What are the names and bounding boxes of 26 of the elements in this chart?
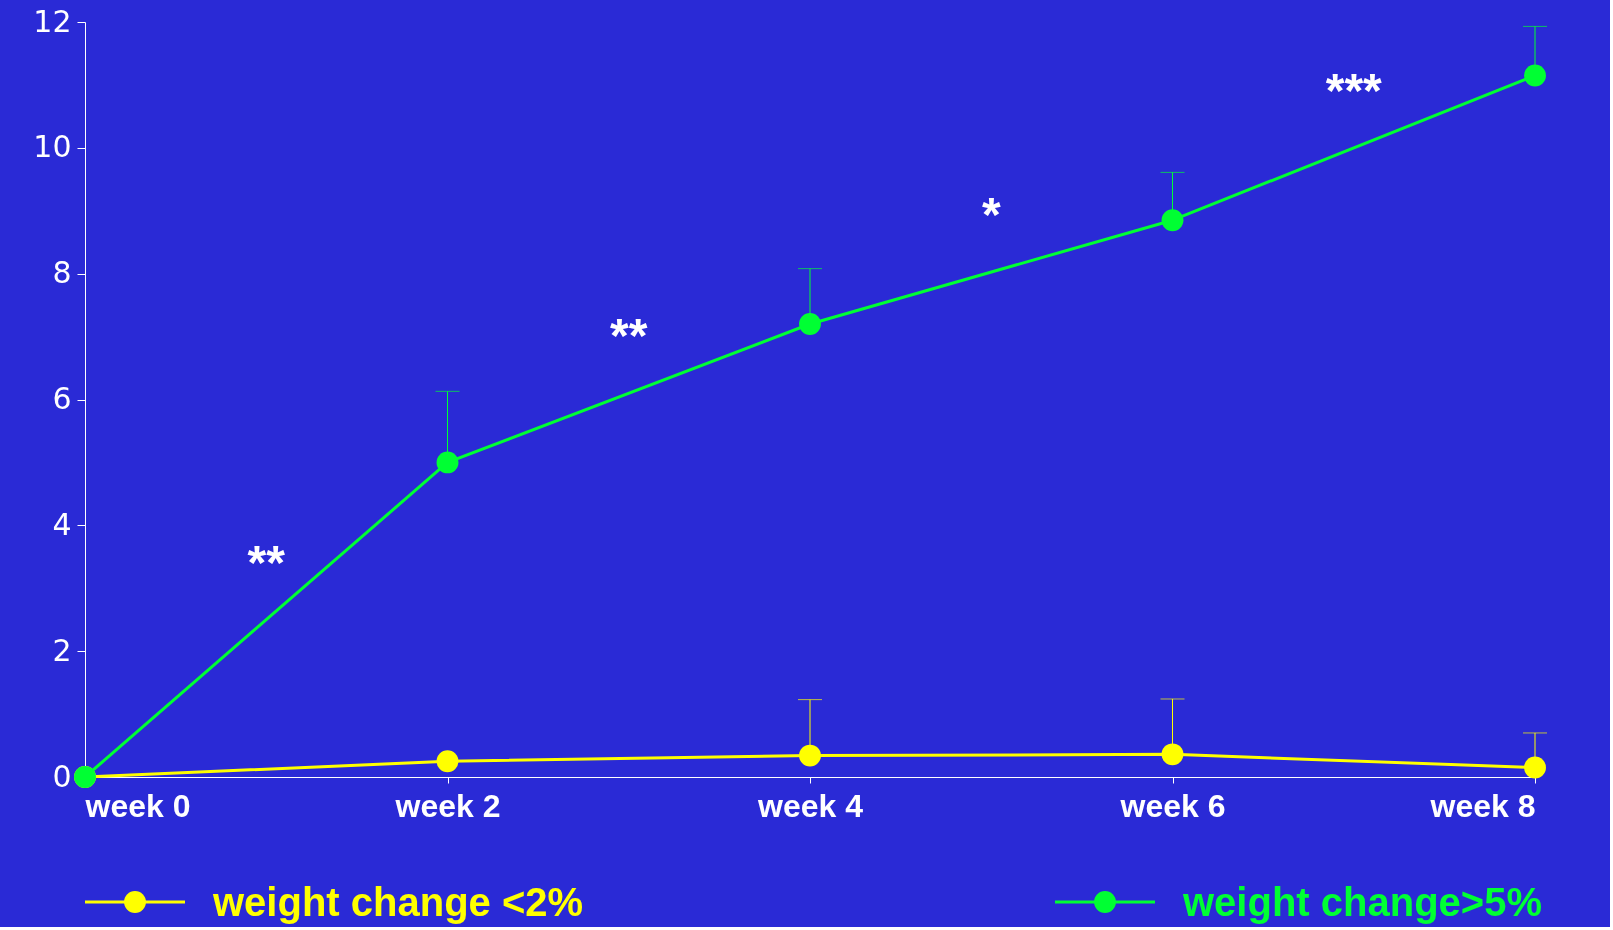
- annotation: **: [610, 309, 648, 363]
- y-tick-label: 10: [33, 129, 72, 165]
- point: [1161, 209, 1184, 232]
- point: [1524, 756, 1546, 779]
- point: [436, 451, 459, 474]
- point: [1524, 64, 1546, 87]
- y-tick-label: 6: [52, 381, 72, 416]
- annotation: **: [247, 535, 286, 589]
- point: [799, 313, 821, 335]
- y-tick-label: 0: [52, 758, 72, 794]
- x-tick-label: week 0: [84, 787, 191, 824]
- x-tick-label: week 2: [394, 787, 501, 824]
- annotation: ***: [1325, 63, 1383, 117]
- y-tick-label: 8: [52, 255, 72, 291]
- y-tick-label: 12: [33, 3, 72, 39]
- x-tick-label: week 4: [757, 787, 864, 824]
- point: [436, 750, 459, 773]
- x-tick-label: week 8: [1429, 787, 1536, 824]
- legend-label: weight change <2%: [212, 880, 584, 924]
- y-tick-label: 2: [52, 632, 72, 668]
- x-tick-label: week 6: [1119, 787, 1226, 824]
- legend-label: weight change>5%: [1182, 880, 1542, 924]
- y-tick-label: 4: [52, 506, 72, 542]
- annotation: *: [981, 188, 1001, 242]
- point: [799, 744, 821, 767]
- point: [1161, 743, 1184, 766]
